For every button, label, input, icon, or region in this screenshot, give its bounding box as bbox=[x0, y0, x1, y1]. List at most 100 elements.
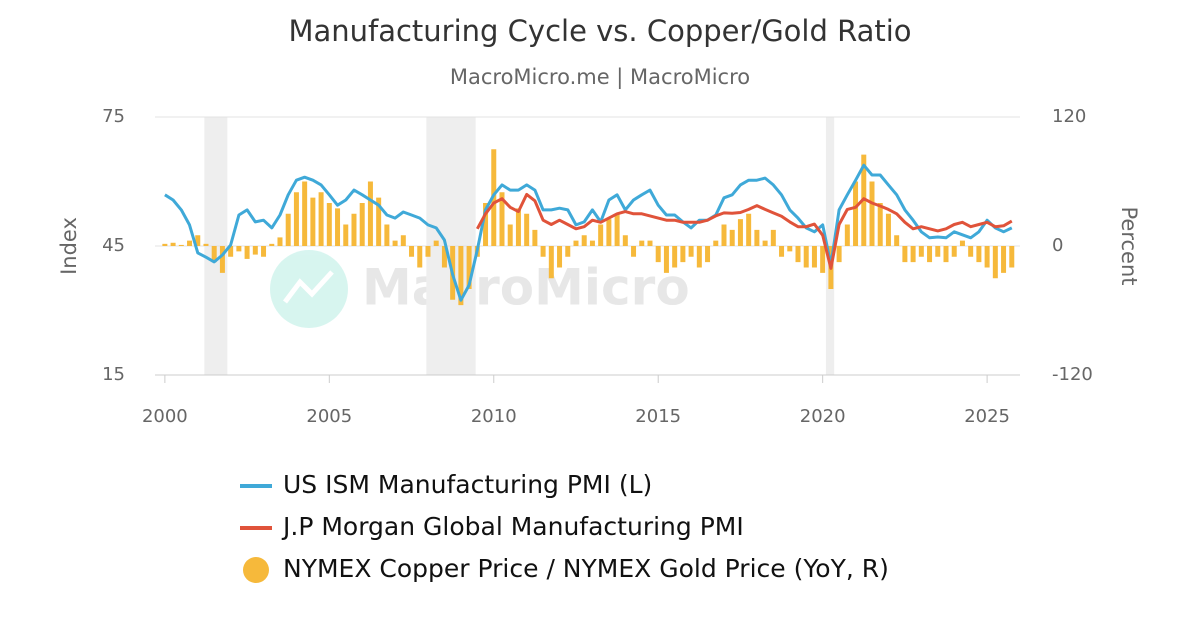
bar bbox=[606, 219, 612, 246]
bar bbox=[425, 246, 431, 257]
bar bbox=[976, 246, 982, 263]
bar bbox=[343, 224, 349, 246]
bar bbox=[400, 235, 406, 246]
bar bbox=[441, 246, 447, 268]
chart-subtitle: MacroMicro.me | MacroMicro bbox=[450, 65, 750, 90]
bar bbox=[178, 244, 184, 246]
y2-tick-label: 0 bbox=[1052, 235, 1063, 256]
bar bbox=[598, 224, 604, 246]
bar bbox=[318, 192, 324, 246]
legend-label: US ISM Manufacturing PMI (L) bbox=[283, 470, 652, 499]
bar bbox=[844, 224, 850, 246]
bar bbox=[688, 246, 694, 257]
bar bbox=[548, 246, 554, 279]
watermark-logo bbox=[270, 250, 348, 328]
bar bbox=[737, 219, 743, 246]
bar bbox=[565, 246, 571, 257]
bar bbox=[384, 224, 390, 246]
bar bbox=[959, 240, 965, 246]
bar bbox=[779, 246, 785, 257]
bar bbox=[746, 213, 752, 246]
bar bbox=[877, 203, 883, 246]
bar bbox=[351, 213, 357, 246]
bar bbox=[984, 246, 990, 268]
bar bbox=[992, 246, 998, 279]
bar bbox=[1009, 246, 1015, 268]
bar bbox=[162, 243, 168, 246]
bar bbox=[532, 229, 538, 246]
bar bbox=[392, 240, 398, 246]
bar bbox=[705, 246, 711, 263]
bar bbox=[433, 240, 439, 246]
bar bbox=[951, 246, 957, 257]
bar bbox=[811, 246, 817, 268]
x-tick-label: 2010 bbox=[471, 406, 517, 427]
line bbox=[164, 163, 1013, 302]
bar bbox=[507, 224, 513, 246]
bar bbox=[721, 224, 727, 246]
bar bbox=[261, 246, 267, 257]
watermark-logo-line bbox=[283, 270, 334, 304]
bar bbox=[762, 240, 768, 246]
bar bbox=[326, 203, 332, 246]
bar bbox=[483, 203, 489, 246]
bar bbox=[499, 192, 505, 246]
y-tick-label: 75 bbox=[102, 106, 125, 127]
bar bbox=[927, 246, 933, 263]
bar bbox=[795, 246, 801, 263]
bar bbox=[458, 246, 464, 306]
bar bbox=[515, 208, 521, 246]
bar bbox=[540, 246, 546, 257]
watermark: MacroMicro bbox=[362, 259, 690, 317]
bar bbox=[639, 240, 645, 246]
legend-marker bbox=[243, 557, 269, 583]
bar bbox=[589, 240, 595, 246]
chart-title: Manufacturing Cycle vs. Copper/Gold Rati… bbox=[288, 14, 911, 48]
bar bbox=[557, 246, 563, 268]
bar bbox=[466, 246, 472, 289]
bar bbox=[672, 246, 678, 268]
bar bbox=[820, 246, 826, 273]
bar bbox=[1001, 246, 1007, 273]
bar bbox=[622, 235, 628, 246]
bar bbox=[277, 237, 283, 246]
bar bbox=[655, 246, 661, 263]
bar bbox=[770, 229, 776, 246]
y-tick-label: 45 bbox=[102, 235, 125, 256]
watermark-group: MacroMicro bbox=[270, 250, 690, 328]
bar bbox=[729, 229, 735, 246]
bar bbox=[376, 197, 382, 246]
bar bbox=[359, 203, 365, 246]
y2-axis-title: Percent bbox=[1117, 206, 1141, 285]
bar bbox=[285, 213, 291, 246]
bar bbox=[680, 246, 686, 263]
bar bbox=[236, 246, 242, 252]
bar bbox=[310, 197, 316, 246]
bar bbox=[581, 235, 587, 246]
y-tick-label: 15 bbox=[102, 364, 125, 385]
bar bbox=[787, 246, 793, 252]
bar bbox=[631, 246, 637, 257]
y2-tick-label: -120 bbox=[1052, 364, 1093, 385]
legend-label: NYMEX Copper Price / NYMEX Gold Price (Y… bbox=[283, 554, 889, 583]
bar bbox=[853, 181, 859, 246]
bar bbox=[524, 213, 530, 246]
bar bbox=[195, 235, 201, 246]
bar bbox=[647, 240, 653, 246]
bar bbox=[968, 246, 974, 257]
bar bbox=[244, 246, 250, 259]
bar bbox=[367, 181, 373, 246]
y-axis-title: Index bbox=[57, 217, 81, 275]
x-tick-label: 2025 bbox=[964, 406, 1010, 427]
bar bbox=[228, 246, 234, 257]
bar bbox=[918, 246, 924, 257]
bar bbox=[869, 181, 875, 246]
bar bbox=[696, 246, 702, 268]
bar bbox=[910, 246, 916, 263]
bar bbox=[614, 213, 620, 246]
x-tick-label: 2020 bbox=[800, 406, 846, 427]
bar bbox=[203, 243, 209, 246]
bar bbox=[902, 246, 908, 263]
bar bbox=[943, 246, 949, 263]
